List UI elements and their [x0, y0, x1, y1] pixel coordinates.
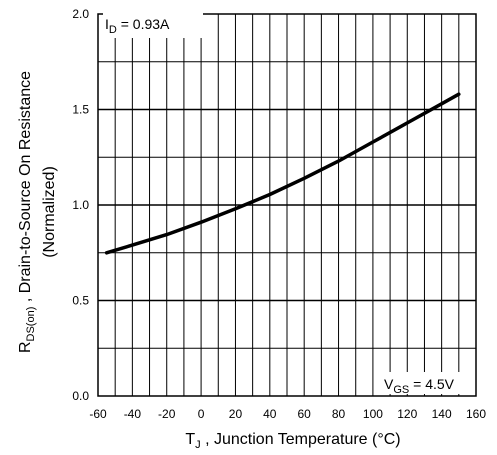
- x-tick-label: 60: [298, 407, 312, 421]
- vgs-annotation: VGS = 4.5V: [384, 376, 455, 396]
- y-tick-label: 1.0: [72, 198, 89, 212]
- x-tick-label: 160: [466, 407, 486, 421]
- x-tick-label: 20: [229, 407, 243, 421]
- x-tick-label: 120: [397, 407, 417, 421]
- series-layer: [104, 92, 461, 255]
- id-annotation: ID = 0.93A: [105, 16, 170, 36]
- id-annotation-bg: [103, 12, 203, 38]
- x-tick-label: 0: [198, 407, 205, 421]
- y-tick-labels: 0.0 0.5 1.0 1.5 2.0: [72, 7, 89, 403]
- y-tick-label: 0.5: [72, 294, 89, 308]
- plot-frame: [97, 13, 477, 397]
- x-tick-labels: -60 -40 -20 0 20 40 60 80 100 120 140 160: [89, 407, 486, 421]
- x-tick-label: 80: [332, 407, 346, 421]
- plot-border: [97, 13, 477, 397]
- y-tick-label: 0.0: [72, 389, 89, 403]
- y-axis-title: RDS(on) , Drain-to-Source On Resistance: [17, 71, 37, 353]
- x-tick-label: 40: [263, 407, 277, 421]
- series-line: [104, 92, 461, 255]
- x-tick-label: -60: [89, 407, 107, 421]
- y-axis-title-line2: (Normalized): [41, 166, 58, 258]
- x-tick-label: -40: [124, 407, 142, 421]
- x-tick-label: 140: [432, 407, 452, 421]
- x-axis-title: TJ , Junction Temperature (°C): [185, 431, 400, 451]
- y-tick-label: 2.0: [72, 7, 89, 21]
- y-tick-label: 1.5: [72, 103, 89, 117]
- grid: [98, 14, 476, 396]
- x-tick-label: -20: [158, 407, 176, 421]
- x-tick-label: 100: [363, 407, 383, 421]
- vgs-annotation-bg: [381, 372, 461, 394]
